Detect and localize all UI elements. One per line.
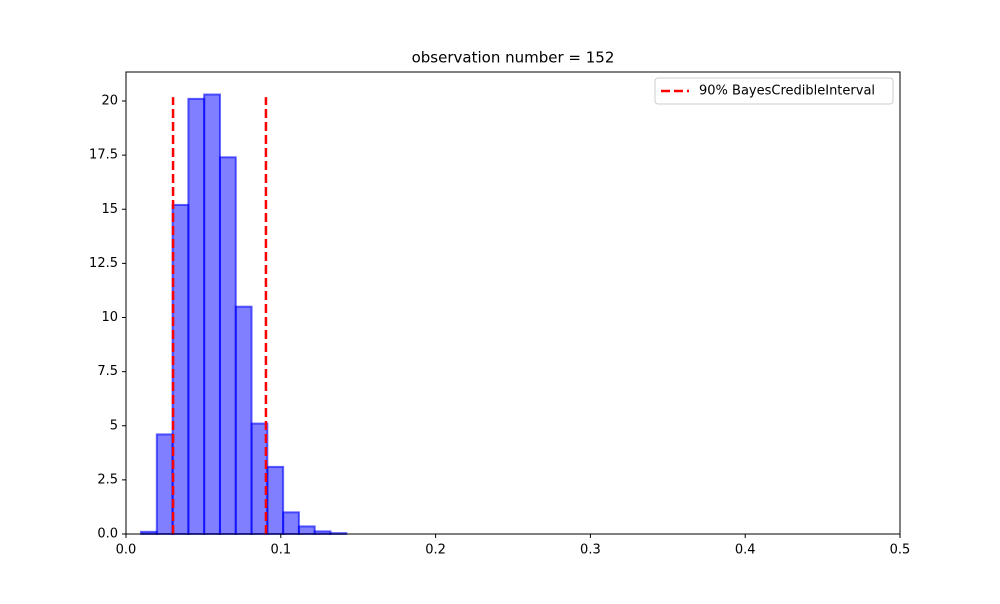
legend-box — [654, 77, 894, 105]
bar — [187, 97, 206, 535]
bar — [203, 93, 221, 535]
legend-label: 90% BayesCredibleInterval — [699, 84, 875, 99]
y-tick-label: 10 — [101, 310, 118, 325]
y-tick-label: 12.5 — [89, 256, 118, 271]
y-tick-label: 2.5 — [97, 472, 118, 487]
y-tick-label: 0.0 — [97, 527, 118, 542]
plot-frame — [125, 71, 901, 535]
y-tick-label: 7.5 — [97, 364, 118, 379]
x-tick-label: 0.2 — [425, 543, 446, 558]
x-tick-label: 0.3 — [580, 543, 601, 558]
bar — [171, 203, 190, 536]
bar — [155, 433, 174, 536]
bar — [218, 156, 237, 535]
x-tick-label: 0.4 — [735, 543, 756, 558]
y-tick-label: 15 — [101, 202, 118, 217]
x-tick-label: 0.5 — [890, 543, 911, 558]
bar — [266, 465, 285, 535]
y-tick-label: 5 — [110, 418, 118, 433]
x-tick-label: 0.1 — [270, 543, 291, 558]
bar — [282, 511, 300, 536]
bar — [297, 525, 316, 535]
y-tick-label: 17.5 — [89, 148, 118, 163]
x-tick-label: 0.0 — [116, 543, 137, 558]
chart-title: observation number = 152 — [412, 49, 615, 67]
bar — [234, 305, 253, 535]
y-tick-label: 20 — [101, 94, 118, 109]
